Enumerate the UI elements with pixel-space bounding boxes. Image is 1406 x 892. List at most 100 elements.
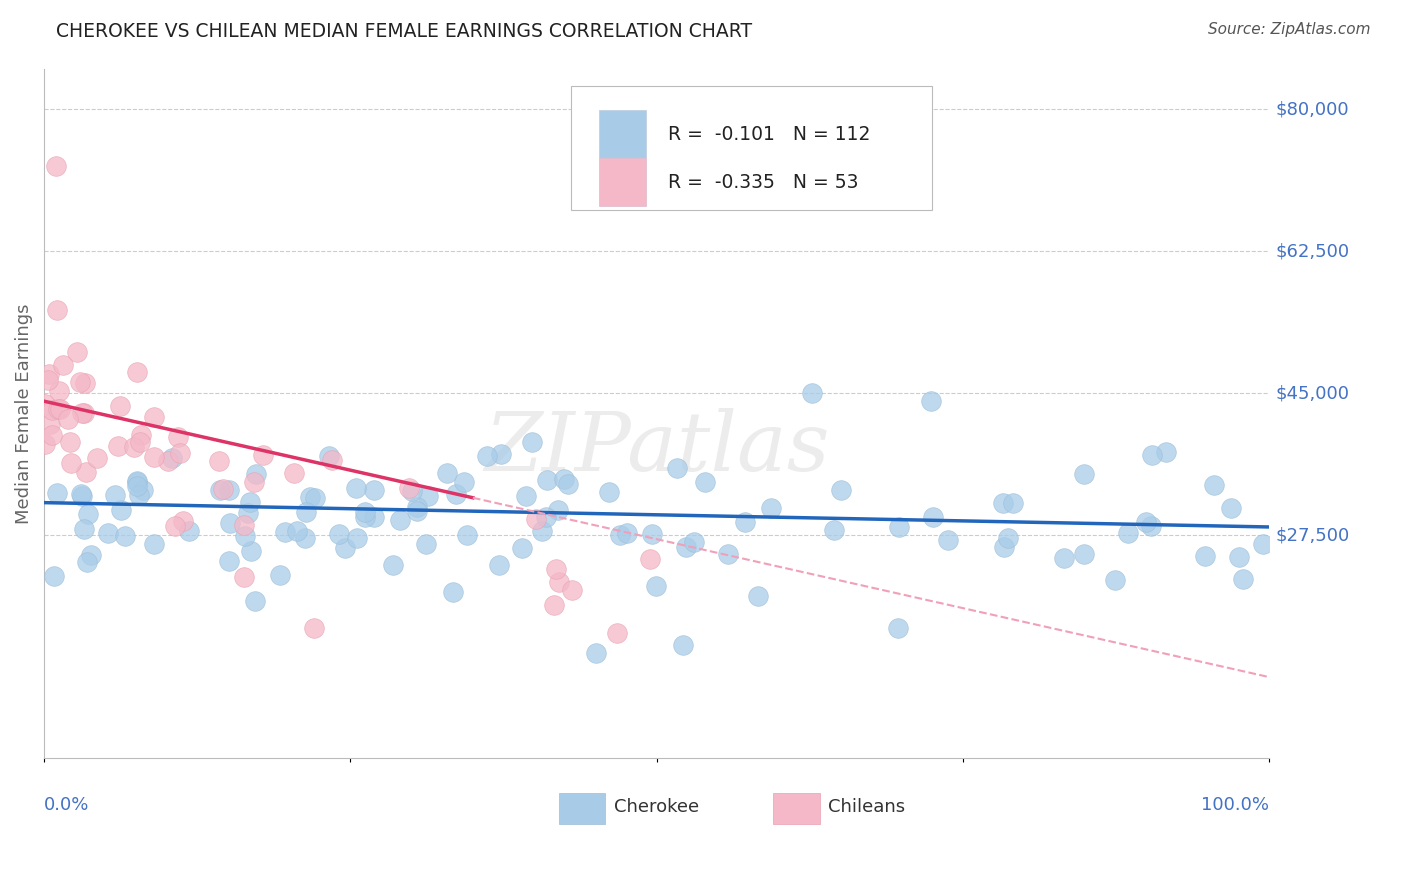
Point xyxy=(553,472,575,486)
Point xyxy=(238,506,260,520)
Point xyxy=(41,427,63,442)
Point xyxy=(759,500,782,515)
Point xyxy=(125,479,148,493)
Point xyxy=(609,528,631,542)
Point xyxy=(436,466,458,480)
Point xyxy=(328,526,350,541)
Point xyxy=(389,513,412,527)
Point xyxy=(274,525,297,540)
Point xyxy=(747,589,769,603)
Point xyxy=(125,475,148,489)
Point xyxy=(218,553,240,567)
Point xyxy=(39,417,62,431)
Point xyxy=(143,409,166,424)
Point xyxy=(69,375,91,389)
Point xyxy=(510,541,533,555)
Point xyxy=(561,583,583,598)
Text: $45,000: $45,000 xyxy=(1275,384,1350,402)
Point xyxy=(666,461,689,475)
Point xyxy=(208,454,231,468)
Point xyxy=(1140,519,1163,533)
Point xyxy=(143,450,166,464)
Point xyxy=(46,402,69,417)
Point xyxy=(683,534,706,549)
Point xyxy=(547,575,569,590)
Point xyxy=(598,485,620,500)
Point xyxy=(298,490,321,504)
Point xyxy=(1232,573,1254,587)
Point xyxy=(354,509,377,524)
Point xyxy=(48,384,70,398)
Point xyxy=(543,598,565,612)
Point xyxy=(44,568,66,582)
Point xyxy=(97,525,120,540)
Point xyxy=(672,638,695,652)
Bar xyxy=(773,793,820,823)
FancyBboxPatch shape xyxy=(571,86,932,210)
Point xyxy=(142,537,165,551)
Point xyxy=(645,579,668,593)
Point xyxy=(211,482,233,496)
Point xyxy=(75,465,97,479)
Text: Cherokee: Cherokee xyxy=(614,797,699,815)
Point xyxy=(304,491,326,506)
Point xyxy=(734,515,756,529)
Point xyxy=(294,531,316,545)
Text: 0.0%: 0.0% xyxy=(44,797,90,814)
Point xyxy=(177,524,200,538)
Point xyxy=(991,496,1014,510)
Point xyxy=(1220,501,1243,516)
Point xyxy=(346,531,368,545)
Point xyxy=(114,529,136,543)
Point xyxy=(922,509,945,524)
Point xyxy=(169,446,191,460)
Point xyxy=(45,486,67,500)
Text: Chileans: Chileans xyxy=(828,797,905,815)
Point xyxy=(46,303,69,318)
Text: R =  -0.335   N = 53: R = -0.335 N = 53 xyxy=(668,173,858,192)
Point xyxy=(695,475,717,489)
Point xyxy=(294,505,316,519)
Text: R =  -0.101   N = 112: R = -0.101 N = 112 xyxy=(668,125,870,144)
Point xyxy=(110,503,132,517)
Point xyxy=(936,533,959,547)
Point xyxy=(920,394,942,409)
Text: $62,500: $62,500 xyxy=(1275,242,1350,260)
Point xyxy=(70,489,93,503)
Point xyxy=(132,483,155,498)
Point xyxy=(269,567,291,582)
Point xyxy=(283,466,305,480)
Point xyxy=(72,406,94,420)
Y-axis label: Median Female Earnings: Median Female Earnings xyxy=(15,303,32,524)
Point xyxy=(160,451,183,466)
Point xyxy=(823,523,845,537)
Point xyxy=(1104,574,1126,588)
Bar xyxy=(558,793,605,823)
Point xyxy=(335,541,357,556)
Point xyxy=(240,544,263,558)
Text: CHEROKEE VS CHILEAN MEDIAN FEMALE EARNINGS CORRELATION CHART: CHEROKEE VS CHILEAN MEDIAN FEMALE EARNIN… xyxy=(56,22,752,41)
Point xyxy=(585,646,607,660)
Point xyxy=(415,537,437,551)
Point xyxy=(456,528,478,542)
Text: 100.0%: 100.0% xyxy=(1201,797,1270,814)
Point xyxy=(405,500,427,514)
Point xyxy=(37,373,59,387)
Point xyxy=(641,527,664,541)
Point xyxy=(60,456,83,470)
Point xyxy=(34,397,56,411)
Point xyxy=(441,585,464,599)
Point xyxy=(453,475,475,490)
Point xyxy=(830,483,852,497)
Point xyxy=(1135,515,1157,529)
Point xyxy=(997,531,1019,545)
Point xyxy=(1227,549,1250,564)
Point xyxy=(1073,467,1095,481)
Bar xyxy=(599,110,645,158)
Point xyxy=(887,621,910,635)
Point xyxy=(544,562,567,576)
Point xyxy=(73,376,96,390)
Text: ZIPatlas: ZIPatlas xyxy=(484,408,830,488)
Point xyxy=(1001,496,1024,510)
Point xyxy=(536,473,558,487)
